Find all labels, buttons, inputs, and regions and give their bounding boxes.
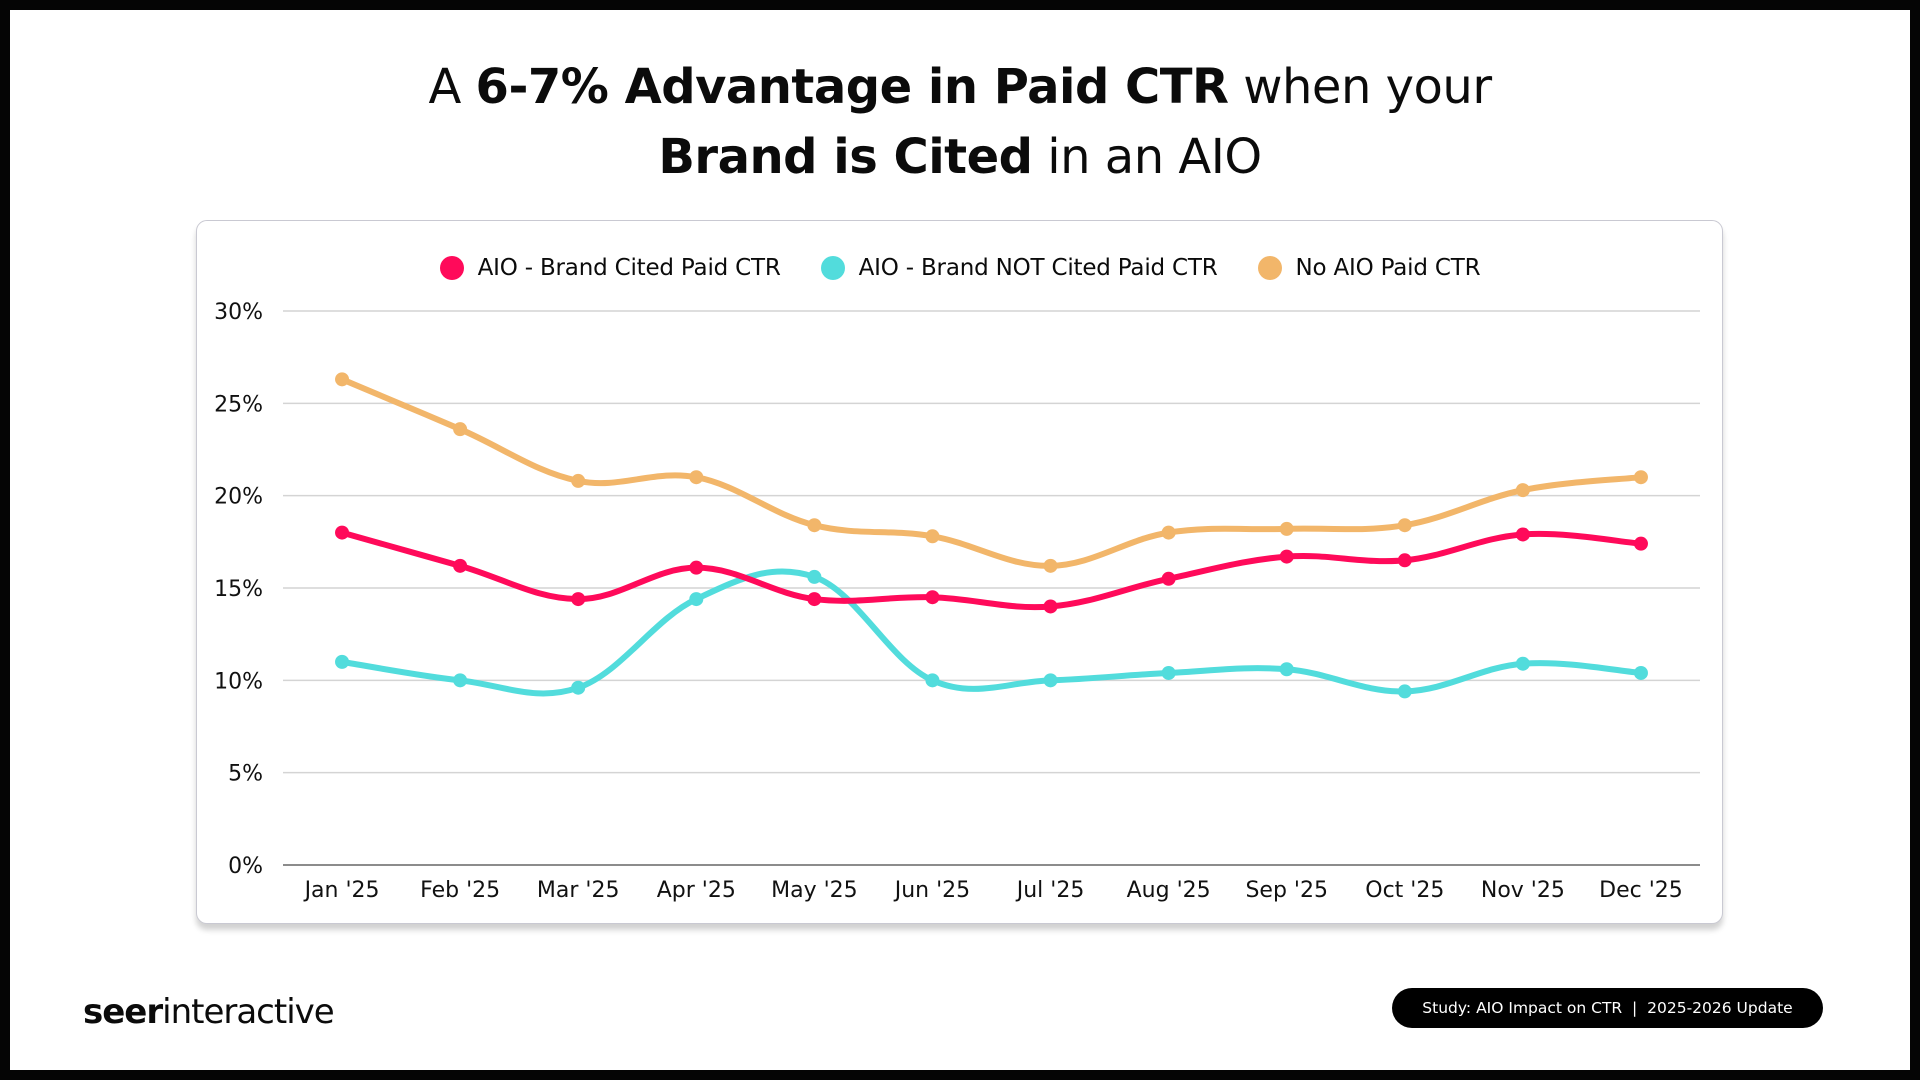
x-tick-label: Oct '25 bbox=[1365, 878, 1444, 903]
data-point-aio-brand-cited-paid-ctr bbox=[1279, 549, 1294, 564]
title-line-1-segment-0: A bbox=[428, 59, 476, 115]
legend-label: No AIO Paid CTR bbox=[1295, 255, 1481, 281]
data-point-aio-brand-cited-paid-ctr bbox=[571, 592, 586, 607]
data-point-no-aio-paid-ctr bbox=[335, 372, 350, 387]
y-tick-label: 25% bbox=[214, 392, 263, 417]
data-point-aio-brand-cited-paid-ctr bbox=[1043, 599, 1058, 614]
title-line-1-segment-2: when your bbox=[1228, 59, 1492, 115]
data-point-aio-brand-not-cited-paid-ctr bbox=[1633, 665, 1648, 680]
data-point-aio-brand-not-cited-paid-ctr bbox=[689, 592, 704, 607]
data-point-aio-brand-not-cited-paid-ctr bbox=[1043, 673, 1058, 688]
title-line-2-segment-0: Brand is Cited bbox=[658, 129, 1033, 185]
data-point-no-aio-paid-ctr bbox=[807, 518, 822, 533]
data-point-aio-brand-cited-paid-ctr bbox=[1397, 553, 1412, 568]
legend-dot-icon bbox=[439, 256, 464, 280]
data-point-no-aio-paid-ctr bbox=[689, 470, 704, 485]
data-point-aio-brand-not-cited-paid-ctr bbox=[453, 673, 468, 688]
page-title: A 6-7% Advantage in Paid CTR when your B… bbox=[0, 52, 1920, 192]
title-line-1: A 6-7% Advantage in Paid CTR when your bbox=[0, 52, 1920, 122]
data-point-aio-brand-cited-paid-ctr bbox=[335, 525, 350, 540]
legend-label: AIO - Brand NOT Cited Paid CTR bbox=[858, 255, 1218, 281]
data-point-no-aio-paid-ctr bbox=[571, 473, 586, 488]
data-point-aio-brand-not-cited-paid-ctr bbox=[1279, 662, 1294, 677]
data-point-aio-brand-not-cited-paid-ctr bbox=[1397, 684, 1412, 699]
legend-dot-icon bbox=[820, 256, 845, 280]
legend-label: AIO - Brand Cited Paid CTR bbox=[477, 255, 781, 281]
data-point-no-aio-paid-ctr bbox=[1161, 525, 1176, 540]
x-tick-label: Aug '25 bbox=[1127, 878, 1211, 903]
x-tick-label: Mar '25 bbox=[537, 878, 620, 903]
x-tick-label: Nov '25 bbox=[1481, 878, 1565, 903]
y-tick-label: 0% bbox=[228, 854, 263, 879]
chart-card bbox=[196, 220, 1723, 924]
x-tick-label: Sep '25 bbox=[1245, 878, 1328, 903]
data-point-aio-brand-cited-paid-ctr bbox=[453, 558, 468, 573]
x-tick-label: Feb '25 bbox=[420, 878, 500, 903]
x-tick-label: Jan '25 bbox=[303, 878, 380, 903]
data-point-aio-brand-cited-paid-ctr bbox=[1161, 571, 1176, 586]
x-tick-label: Jul '25 bbox=[1015, 878, 1085, 903]
x-tick-label: May '25 bbox=[771, 878, 858, 903]
data-point-aio-brand-not-cited-paid-ctr bbox=[1515, 656, 1530, 671]
data-point-aio-brand-not-cited-paid-ctr bbox=[335, 654, 350, 669]
y-tick-label: 15% bbox=[214, 577, 263, 602]
y-tick-label: 30% bbox=[214, 300, 263, 325]
series-line-no-aio-paid-ctr bbox=[339, 376, 1644, 569]
data-point-aio-brand-cited-paid-ctr bbox=[807, 592, 822, 607]
data-point-aio-brand-not-cited-paid-ctr bbox=[925, 673, 940, 688]
series-line-aio-brand-not-cited-paid-ctr bbox=[339, 568, 1644, 697]
data-point-no-aio-paid-ctr bbox=[1279, 521, 1294, 536]
legend-dot-icon bbox=[1257, 256, 1282, 280]
data-point-no-aio-paid-ctr bbox=[453, 422, 468, 437]
series-line-aio-brand-cited-paid-ctr bbox=[339, 529, 1644, 611]
data-point-aio-brand-cited-paid-ctr bbox=[1515, 527, 1530, 542]
y-tick-label: 20% bbox=[214, 485, 263, 510]
chart-legend: AIO - Brand Cited Paid CTR AIO - Brand NO… bbox=[0, 250, 1920, 286]
x-tick-label: Jun '25 bbox=[893, 878, 970, 903]
title-line-2-segment-1: in an AIO bbox=[1032, 129, 1262, 185]
data-point-aio-brand-cited-paid-ctr bbox=[1633, 536, 1648, 551]
data-point-aio-brand-cited-paid-ctr bbox=[689, 560, 704, 575]
y-tick-label: 10% bbox=[214, 669, 263, 694]
study-badge: Study: AIO Impact on CTR | 2025-2026 Upd… bbox=[1392, 988, 1823, 1028]
data-point-no-aio-paid-ctr bbox=[1043, 558, 1058, 573]
x-tick-label: Dec '25 bbox=[1599, 878, 1683, 903]
data-point-aio-brand-not-cited-paid-ctr bbox=[807, 569, 822, 584]
logo-regular-text: interactive bbox=[162, 992, 335, 1032]
title-line-2: Brand is Cited in an AIO bbox=[0, 122, 1920, 192]
legend-item[interactable]: AIO - Brand NOT Cited Paid CTR bbox=[820, 255, 1218, 281]
data-point-no-aio-paid-ctr bbox=[1515, 483, 1530, 498]
seer-interactive-logo: seerinteractive bbox=[83, 992, 335, 1032]
legend-item[interactable]: AIO - Brand Cited Paid CTR bbox=[439, 255, 781, 281]
legend-item[interactable]: No AIO Paid CTR bbox=[1257, 255, 1481, 281]
data-point-no-aio-paid-ctr bbox=[1397, 518, 1412, 533]
data-point-aio-brand-cited-paid-ctr bbox=[925, 590, 940, 605]
x-tick-label: Apr '25 bbox=[657, 878, 736, 903]
title-line-1-segment-1: 6-7% Advantage in Paid CTR bbox=[475, 59, 1229, 115]
data-point-no-aio-paid-ctr bbox=[1633, 470, 1648, 485]
data-point-no-aio-paid-ctr bbox=[925, 529, 940, 544]
data-point-aio-brand-not-cited-paid-ctr bbox=[1161, 665, 1176, 680]
y-tick-label: 5% bbox=[228, 762, 263, 787]
data-point-aio-brand-not-cited-paid-ctr bbox=[571, 680, 586, 695]
study-badge-text: Study: AIO Impact on CTR | 2025-2026 Upd… bbox=[1422, 999, 1793, 1017]
logo-bold-text: seer bbox=[83, 992, 163, 1032]
